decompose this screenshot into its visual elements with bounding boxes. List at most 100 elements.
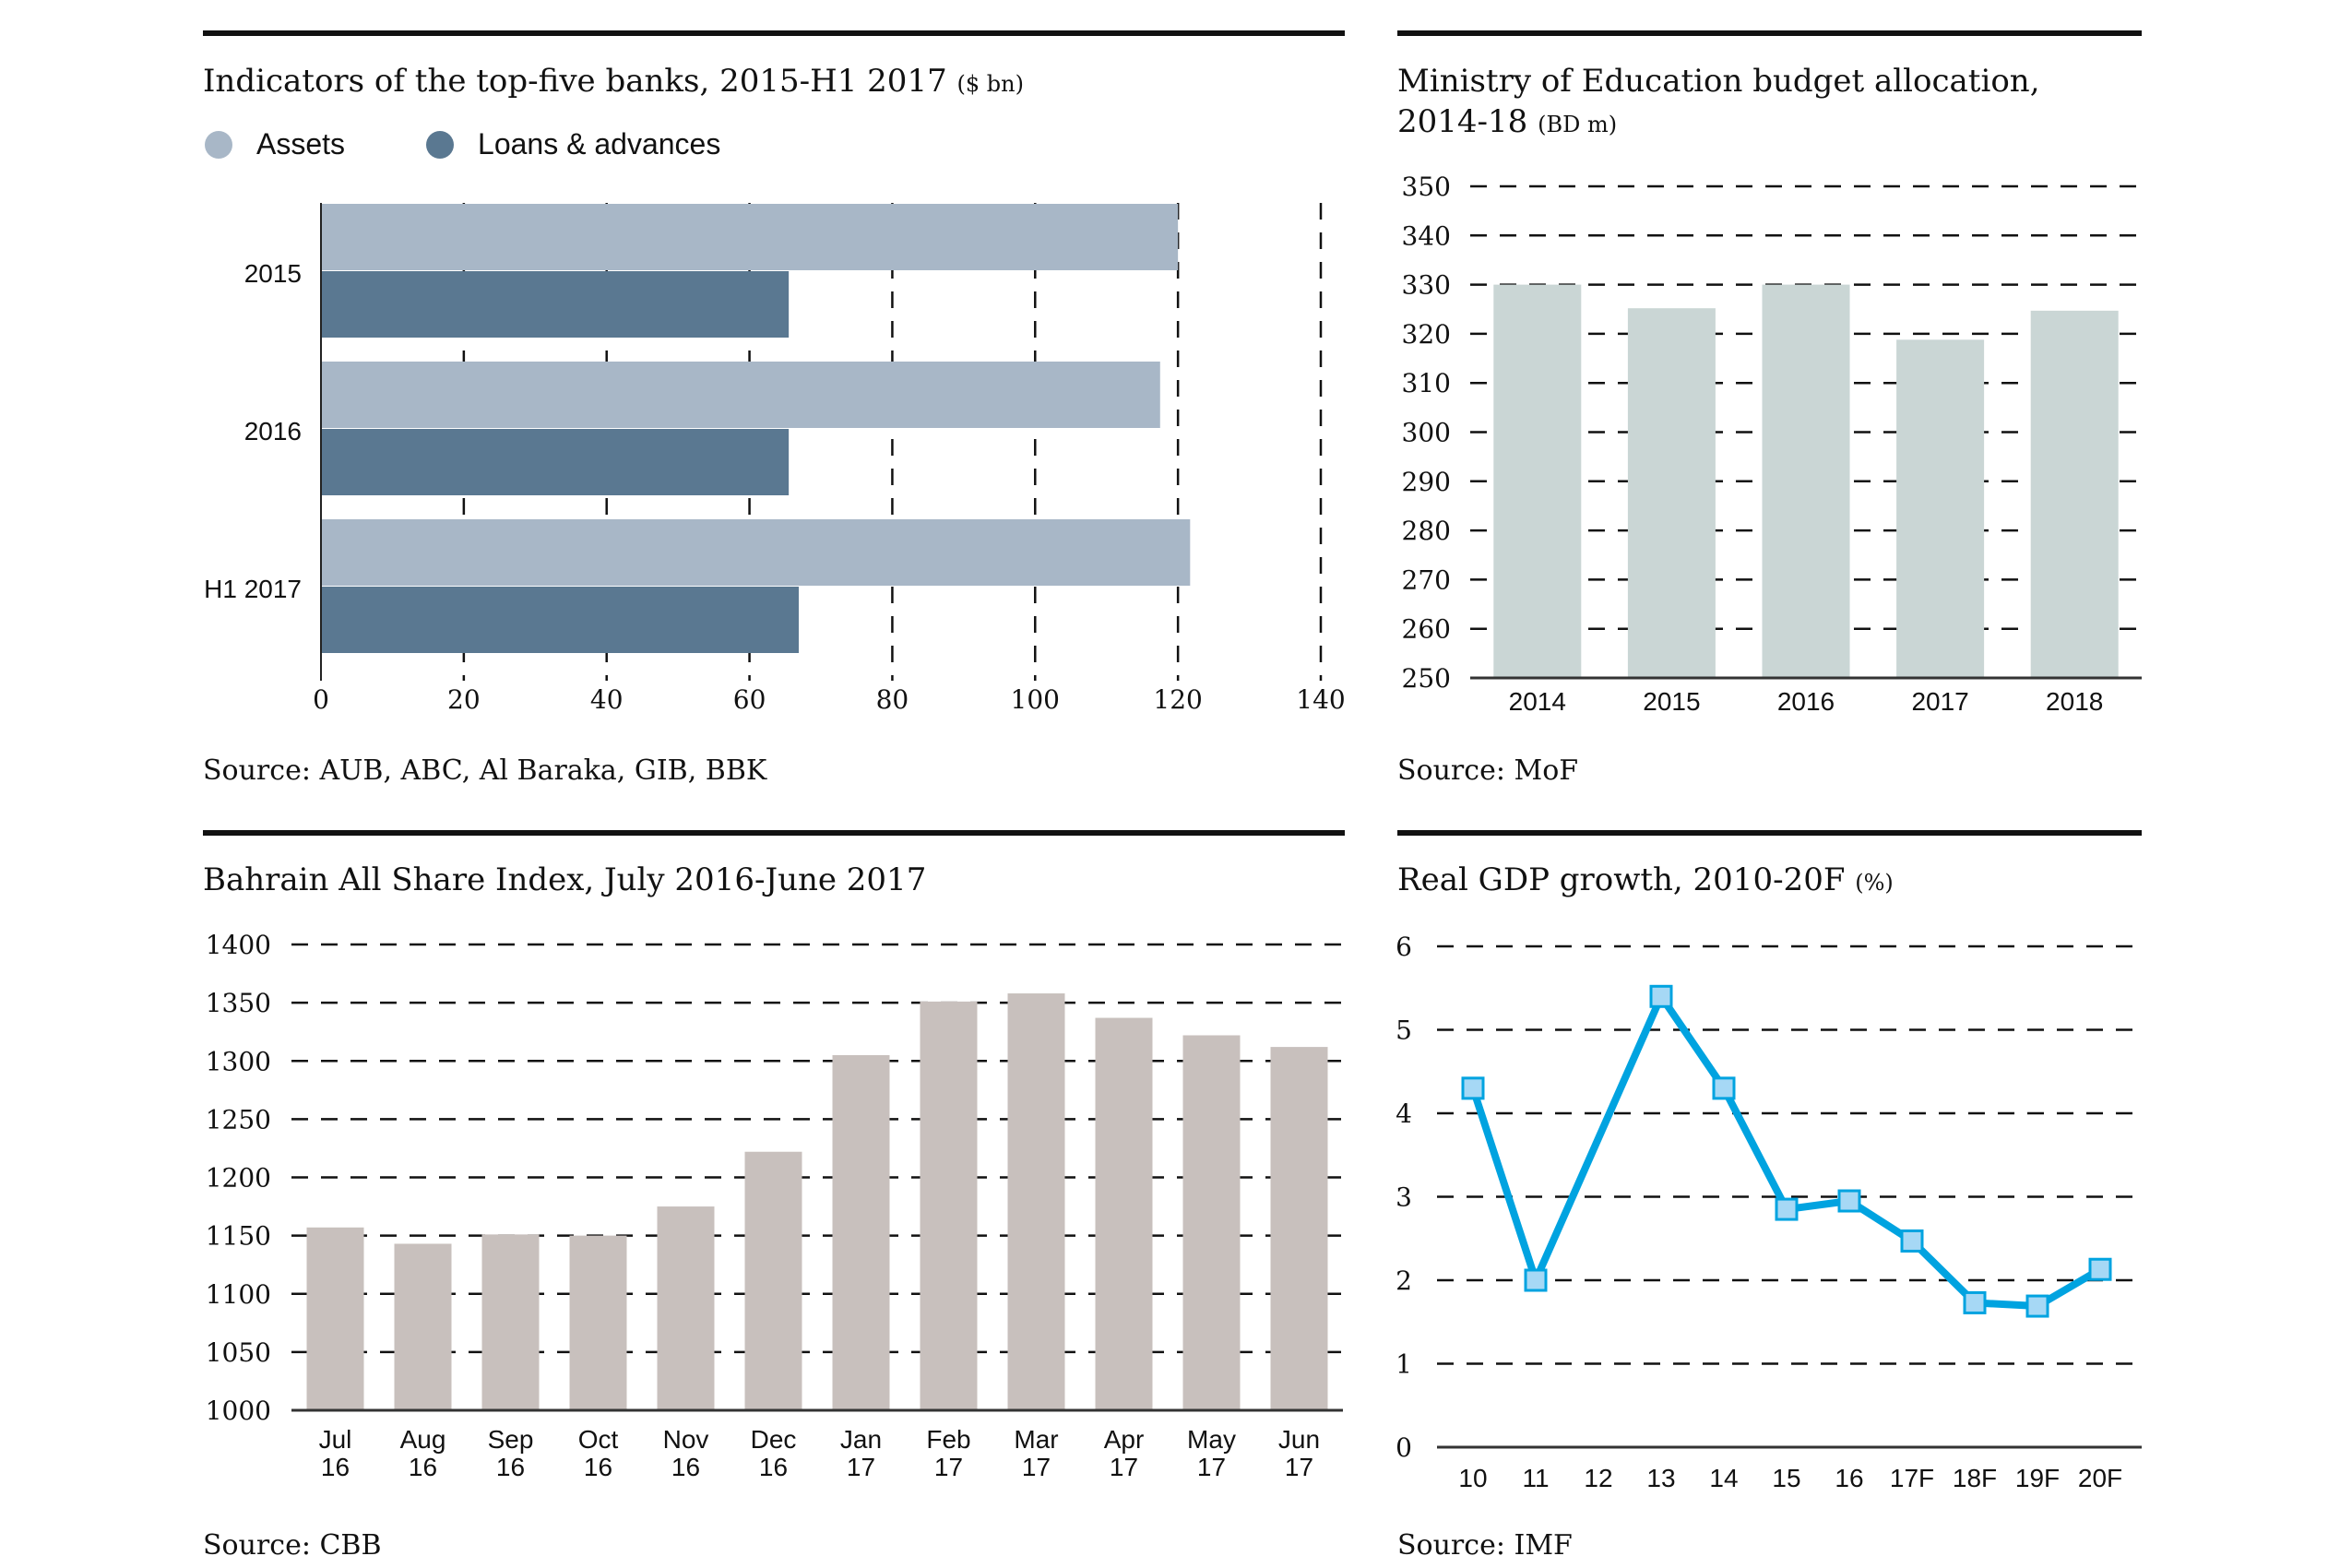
x-tick-label-year: 17 (1197, 1453, 1226, 1481)
y-tick-label: 350 (1402, 172, 1451, 202)
x-tick-label: 13 (1646, 1464, 1675, 1492)
data-point-marker (1524, 1268, 1548, 1292)
title-text: Indicators of the top-five banks, 2015-H… (203, 63, 947, 100)
bar (832, 1054, 890, 1410)
x-tick-label-month: Apr (1104, 1425, 1145, 1454)
x-tick-label: 2017 (1911, 687, 1968, 716)
x-tick-label-month: Jul (319, 1425, 352, 1454)
x-tick-label: 12 (1584, 1464, 1612, 1492)
legend-label-assets: Assets (256, 127, 346, 160)
bar (1270, 1047, 1328, 1410)
y-tick-label: 290 (1402, 467, 1451, 497)
y-tick-label: 1200 (206, 1163, 271, 1194)
x-tick-label: 17F (1890, 1464, 1934, 1492)
y-tick-label: 320 (1402, 319, 1451, 350)
data-point-marker (1649, 984, 1673, 1008)
data-point-marker (1963, 1290, 1987, 1314)
y-tick-label: 5 (1396, 1016, 1412, 1046)
legend-label-loans: Loans & advances (478, 127, 721, 160)
x-tick-label-year: 16 (584, 1453, 612, 1481)
bar (569, 1235, 627, 1410)
title-text: Real GDP growth, 2010-20F (1397, 861, 1846, 898)
bar-loans (321, 271, 790, 338)
chart-title-banks: Indicators of the top-five banks, 2015-H… (203, 61, 1024, 104)
x-tick-label: 19F (2015, 1464, 2060, 1492)
y-tick-label: 300 (1402, 418, 1451, 448)
x-tick-label-month: Feb (926, 1425, 970, 1454)
bar (1896, 339, 1985, 678)
y-tick-label: 340 (1402, 220, 1451, 251)
title-unit: (%) (1855, 870, 1894, 896)
x-tick-label: 16 (1835, 1464, 1863, 1492)
y-tick-label: 1300 (206, 1046, 271, 1076)
chart-title-gdp: Real GDP growth, 2010-20F (%) (1397, 860, 1894, 903)
data-point-marker (2025, 1294, 2049, 1318)
x-tick-label: 20 (447, 684, 481, 715)
bar (2030, 310, 2119, 678)
y-tick-label: 1 (1396, 1349, 1412, 1380)
data-point-marker (1775, 1197, 1799, 1221)
x-tick-label-year: 16 (496, 1453, 525, 1481)
x-tick-label: 14 (1709, 1464, 1738, 1492)
bar (1627, 308, 1716, 678)
x-tick-label: 120 (1153, 684, 1202, 715)
legend-item-loans: Loans & advances (426, 127, 720, 161)
y-tick-label: 6 (1396, 932, 1412, 962)
x-tick-label: 18F (1953, 1464, 1997, 1492)
legend-swatch-loans (426, 130, 455, 159)
x-tick-label-month: Oct (578, 1425, 619, 1454)
bar-assets (321, 204, 1179, 270)
x-tick-label-month: Aug (400, 1425, 446, 1454)
bar (394, 1243, 452, 1410)
x-tick-label: 80 (876, 684, 909, 715)
data-point-marker (1837, 1189, 1861, 1213)
x-tick-label: 2015 (1643, 687, 1700, 716)
category-label: 2016 (244, 417, 302, 445)
panel-rule-gdp (1397, 830, 2142, 836)
x-tick-label: 10 (1458, 1464, 1487, 1492)
x-tick-label-year: 16 (321, 1453, 350, 1481)
y-tick-label: 1100 (206, 1279, 271, 1310)
bar-assets (321, 362, 1160, 428)
title-text: 2014-18 (1397, 103, 1528, 140)
panel-rule-banks (203, 30, 1345, 36)
x-tick-label-month: Mar (1014, 1425, 1058, 1454)
x-tick-label-month: May (1187, 1425, 1236, 1454)
x-tick-label: 0 (313, 684, 329, 715)
y-tick-label: 310 (1402, 368, 1451, 398)
x-tick-label-month: Jan (840, 1425, 882, 1454)
x-tick-label: 15 (1772, 1464, 1800, 1492)
y-tick-label: 4 (1396, 1099, 1412, 1129)
x-tick-label: 11 (1522, 1464, 1549, 1492)
y-tick-label: 330 (1402, 270, 1451, 301)
title-line-2: 2014-18 (BD m) (1397, 101, 2040, 145)
y-tick-label: 2 (1396, 1265, 1412, 1296)
legend-item-assets: Assets (205, 127, 345, 161)
x-tick-label: 2016 (1777, 687, 1835, 716)
bar (1762, 284, 1850, 678)
x-tick-label-year: 16 (759, 1453, 788, 1481)
category-label: H1 2017 (204, 575, 302, 603)
x-tick-label: 20F (2078, 1464, 2122, 1492)
x-tick-label: 2014 (1509, 687, 1566, 716)
x-tick-label-year: 16 (409, 1453, 437, 1481)
source-education: Source: MoF (1397, 754, 1579, 787)
bar-loans (321, 429, 790, 495)
chart-title-bahrain-index: Bahrain All Share Index, July 2016-June … (203, 860, 926, 900)
title-unit: ($ bn) (956, 71, 1024, 97)
bar (481, 1234, 540, 1410)
bar (744, 1151, 802, 1410)
data-point-marker (1461, 1076, 1485, 1100)
y-tick-label: 1050 (206, 1337, 271, 1368)
bar (1493, 284, 1582, 678)
x-tick-label: 60 (733, 684, 766, 715)
x-tick-label: 140 (1296, 684, 1345, 715)
x-tick-label-year: 16 (671, 1453, 700, 1481)
source-bahrain-index: Source: CBB (203, 1529, 382, 1562)
bar (1007, 993, 1065, 1410)
gdp-line (1469, 992, 2103, 1311)
